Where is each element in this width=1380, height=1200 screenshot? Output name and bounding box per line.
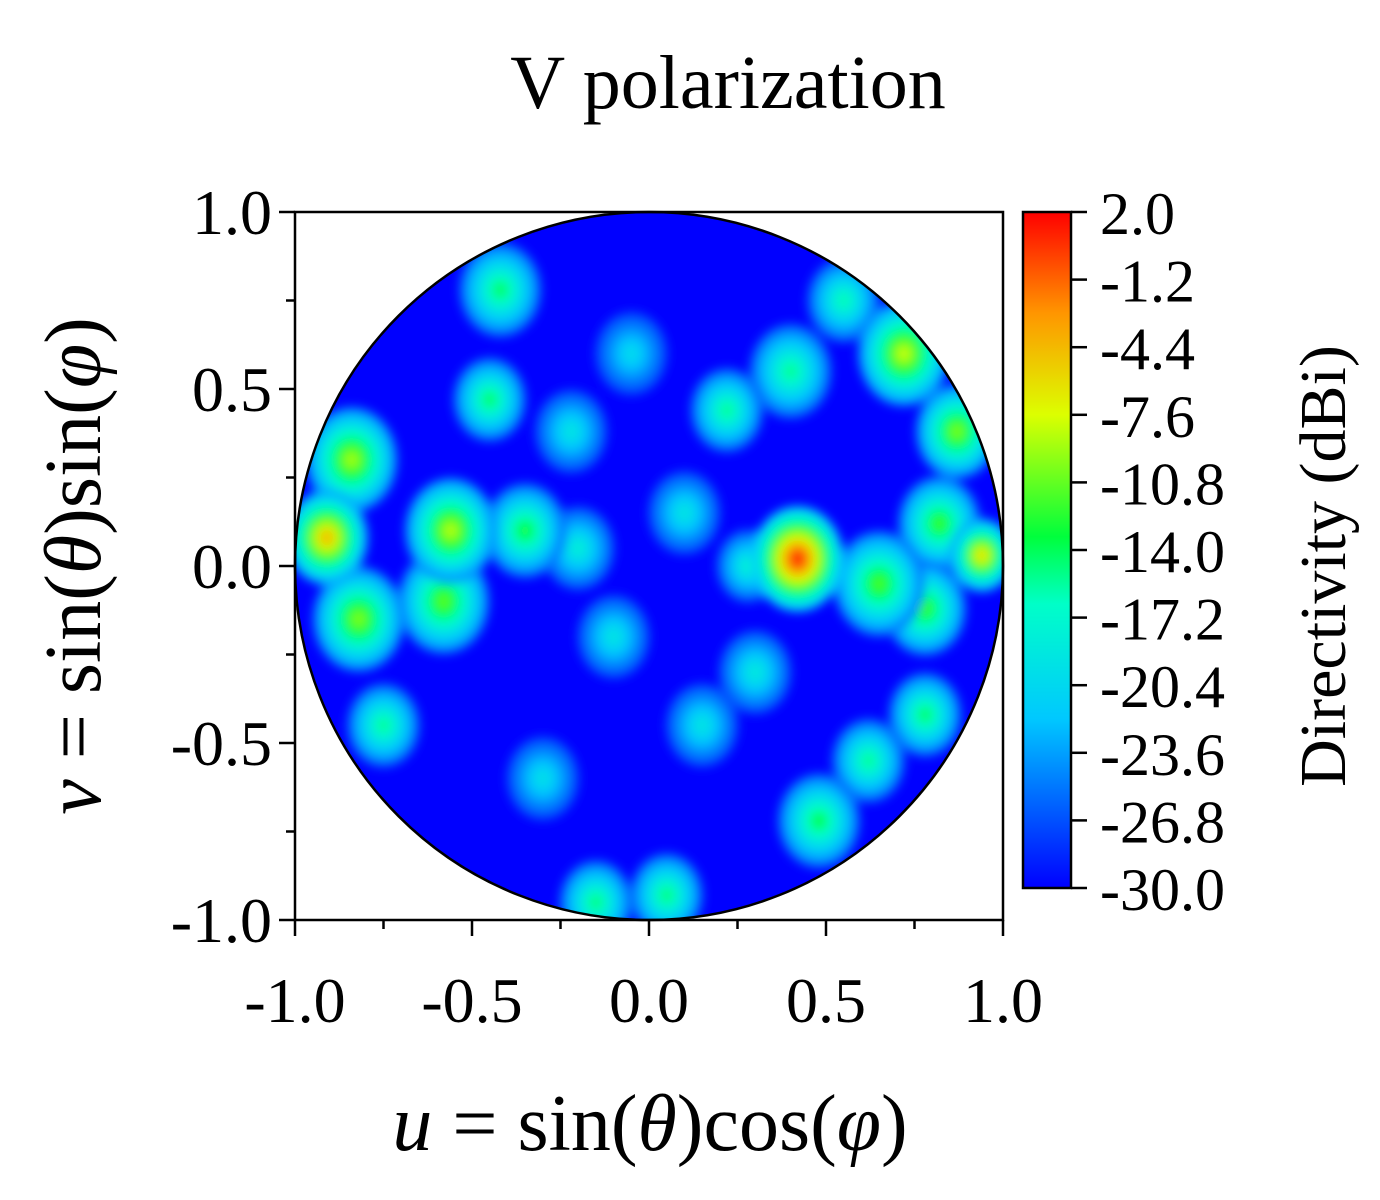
chart-title: V polarization (510, 41, 945, 125)
heatmap-contour (438, 595, 450, 608)
heatmap-contour (626, 348, 636, 359)
heatmap-contour (792, 552, 804, 566)
y-tick-label: 0.0 (192, 531, 272, 602)
heatmap-contour (744, 561, 752, 571)
heatmap-contour (920, 709, 930, 720)
colorbar-tick-label: -23.6 (1100, 722, 1225, 788)
heatmap-peak-13 (690, 367, 764, 453)
heatmap-peak-6 (718, 629, 793, 715)
heatmap-contour (321, 531, 332, 544)
y-tick-label: 1.0 (192, 177, 272, 248)
heatmap-peak-19 (777, 773, 861, 869)
heatmap-peak-28 (404, 477, 497, 584)
heatmap-contour (353, 612, 365, 626)
heatmap-peak-25 (312, 566, 405, 673)
y-axis-label: v = sin(θ)sin(φ) (30, 317, 118, 814)
x-tick-label: -1.0 (244, 965, 345, 1036)
heatmap-peak-2 (534, 389, 608, 474)
heatmap-contour (864, 755, 873, 766)
heatmap-peak-32 (751, 505, 844, 612)
heatmap-peak-17 (452, 357, 527, 442)
heatmap-contour (609, 631, 619, 642)
heatmap-peak-30 (949, 518, 1003, 593)
heatmap-contour (566, 426, 576, 437)
heatmap-peak-10 (346, 682, 421, 768)
heatmap-contour (977, 550, 986, 560)
heatmap-peak-29 (857, 300, 950, 407)
colorbar-tick-label: -4.4 (1100, 316, 1195, 382)
heatmap-contour (662, 890, 672, 901)
heatmap-contour (520, 524, 531, 537)
heatmap-peak-5 (665, 682, 739, 768)
heatmap-contour (920, 602, 931, 615)
heatmap-peak-27 (305, 406, 398, 513)
heatmap-peak-4 (576, 594, 651, 680)
y-tick-label: 0.5 (192, 354, 272, 425)
colorbar-tick-label: -14.0 (1100, 519, 1225, 585)
heatmap-peak-18 (888, 672, 962, 758)
heatmap-contour (495, 284, 506, 296)
heatmap-peak-23 (833, 530, 926, 637)
heatmap-contour (952, 425, 962, 438)
y-tick-label: -0.5 (171, 708, 272, 779)
colorbar-tick-label: -30.0 (1100, 857, 1225, 923)
heatmap-contour (697, 720, 707, 731)
heatmap-peak-16 (458, 242, 542, 338)
heatmap-contour (839, 295, 849, 306)
heatmap-peak-1 (505, 736, 580, 821)
colorbar-tick-label: -7.6 (1100, 384, 1195, 450)
y-tick-label: -1.0 (171, 885, 272, 956)
heatmap-contour (750, 667, 760, 678)
heatmap-peak-14 (559, 859, 633, 920)
x-tick-label: 0.0 (609, 965, 689, 1036)
heatmap-contour (379, 720, 388, 731)
heatmap-contour (538, 773, 548, 784)
directivity-heatmap (295, 212, 1003, 920)
colorbar-tick-label: -17.2 (1100, 587, 1225, 653)
colorbar-ticks: 2.0-1.2-4.4-7.6-10.8-14.0-17.2-20.4-23.6… (1071, 181, 1225, 923)
x-tick-label: 0.5 (786, 965, 866, 1036)
x-tick-label: 1.0 (963, 965, 1043, 1036)
heatmap-peak-12 (831, 718, 906, 804)
colorbar-label: Directivity (dBi) (1287, 345, 1360, 787)
heatmap-peak-11 (749, 323, 833, 419)
colorbar-tick-label: -20.4 (1100, 654, 1225, 720)
y-axis: 1.0 0.5 0.0 -0.5 -1.0 (171, 177, 295, 956)
heatmap-contour (934, 517, 945, 530)
heatmap-peak-3 (647, 470, 722, 556)
heatmap-peak-20 (483, 482, 567, 579)
x-axis: -1.0 -0.5 0.0 0.5 1.0 (244, 920, 1043, 1036)
heatmap-contour (785, 365, 796, 378)
colorbar (1021, 210, 1073, 890)
x-axis-label: u = sin(θ)cos(φ) (392, 1080, 907, 1168)
heatmap-peak-26 (915, 383, 999, 480)
heatmap-contour (445, 524, 457, 537)
x-tick-label: -0.5 (421, 965, 522, 1036)
colorbar-tick-label: -26.8 (1100, 789, 1225, 855)
heatmap-contour (346, 453, 358, 467)
colorbar-tick-label: -10.8 (1100, 451, 1225, 517)
heatmap-contour (873, 577, 885, 591)
heatmap-peak-31 (295, 490, 369, 586)
heatmap-peak-15 (629, 852, 704, 920)
heatmap-peak-0 (594, 311, 669, 396)
colorbar-tick-label: 2.0 (1100, 181, 1175, 247)
heatmap-contour (722, 405, 732, 416)
heatmap-contour (813, 815, 824, 827)
heatmap-contour (573, 543, 583, 554)
heatmap-contour (485, 394, 495, 405)
heatmap-contour (898, 347, 910, 360)
heatmap-contour (591, 897, 601, 908)
heatmap-contour (679, 507, 689, 518)
colorbar-tick-label: -1.2 (1100, 249, 1195, 315)
